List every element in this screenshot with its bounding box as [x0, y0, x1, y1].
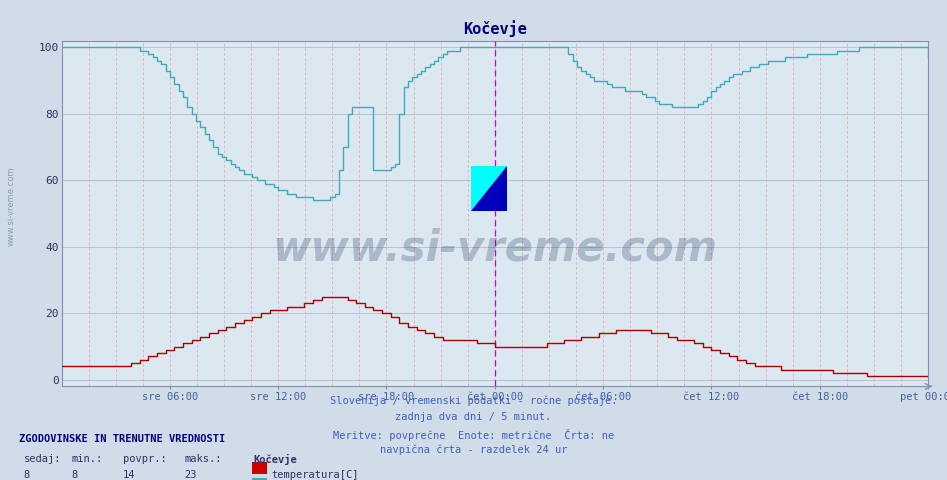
Text: sedaj:: sedaj: — [24, 454, 62, 464]
Title: Kočevje: Kočevje — [463, 20, 527, 37]
Text: min.:: min.: — [71, 454, 102, 464]
Text: Slovenija / vremenski podatki - ročne postaje.: Slovenija / vremenski podatki - ročne po… — [330, 396, 617, 407]
Text: www.si-vreme.com: www.si-vreme.com — [273, 227, 717, 269]
Polygon shape — [471, 166, 507, 211]
Text: temperatura[C]: temperatura[C] — [272, 470, 359, 480]
Text: maks.:: maks.: — [185, 454, 223, 464]
Text: 14: 14 — [123, 470, 135, 480]
Text: 8: 8 — [24, 470, 30, 480]
Text: Kočevje: Kočevje — [254, 454, 297, 465]
Text: 8: 8 — [71, 470, 78, 480]
Text: www.si-vreme.com: www.si-vreme.com — [7, 167, 16, 246]
Text: navpična črta - razdelek 24 ur: navpična črta - razdelek 24 ur — [380, 445, 567, 456]
Text: ZGODOVINSKE IN TRENUTNE VREDNOSTI: ZGODOVINSKE IN TRENUTNE VREDNOSTI — [19, 434, 225, 444]
Text: 23: 23 — [185, 470, 197, 480]
Text: povpr.:: povpr.: — [123, 454, 167, 464]
Polygon shape — [471, 166, 507, 211]
Text: Meritve: povprečne  Enote: metrične  Črta: ne: Meritve: povprečne Enote: metrične Črta:… — [333, 429, 614, 441]
Text: zadnja dva dni / 5 minut.: zadnja dva dni / 5 minut. — [396, 412, 551, 422]
